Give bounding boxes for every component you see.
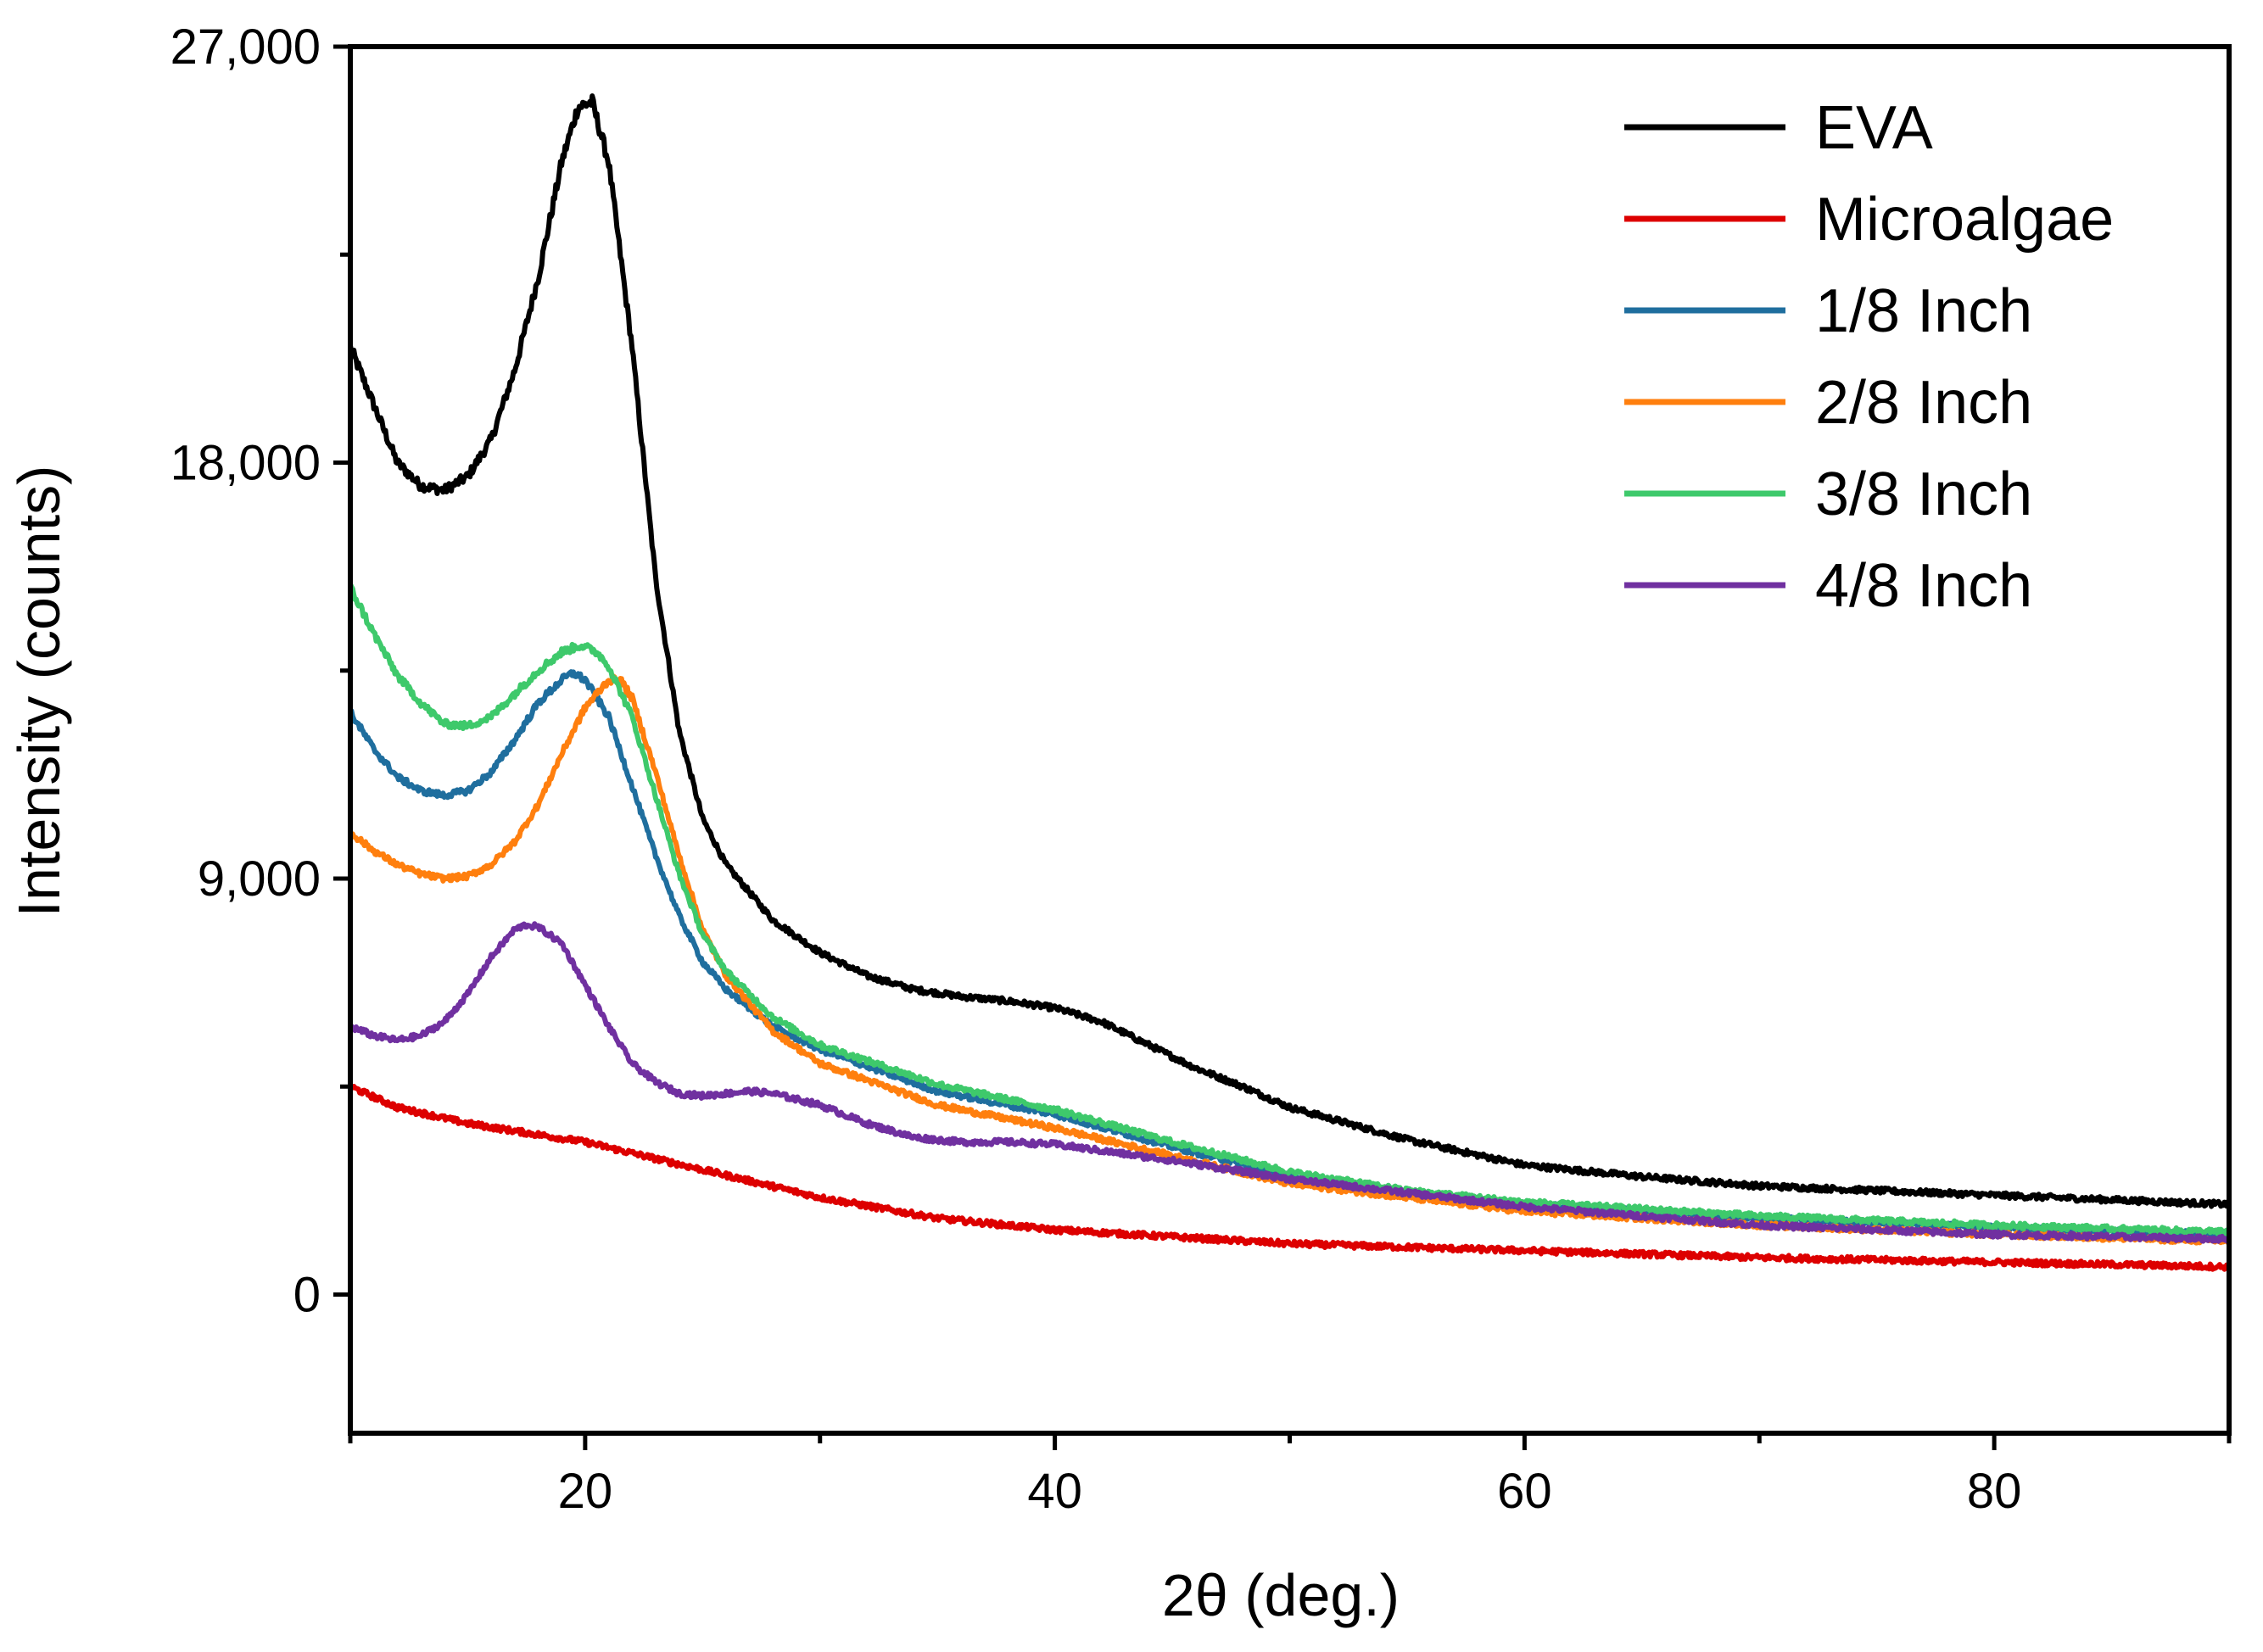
y-tick-label: 27,000 [170, 20, 321, 75]
legend-label-2: 1/8 Inch [1815, 277, 2032, 345]
y-tick-label: 0 [293, 1268, 321, 1323]
y-tick-label: 9,000 [198, 851, 321, 907]
legend-label-0: EVA [1815, 94, 1933, 162]
series-line-microalgae [348, 1084, 2232, 1272]
legend-label-4: 3/8 Inch [1815, 460, 2032, 528]
y-axis-title: Intensity (counts) [6, 466, 72, 918]
legend-label-5: 4/8 Inch [1815, 552, 2032, 620]
x-tick-label: 20 [558, 1464, 613, 1519]
x-tick-label: 80 [1967, 1464, 2022, 1519]
x-axis-title: 2θ (deg.) [1162, 1562, 1400, 1628]
legend-label-3: 2/8 Inch [1815, 369, 2032, 437]
legend-label-1: Microalgae [1815, 186, 2114, 254]
series-line-eva [348, 93, 2232, 1209]
series-line-2-8-inch [348, 673, 2232, 1246]
series-line-3-8-inch [348, 581, 2232, 1237]
x-tick-label: 40 [1027, 1464, 1082, 1519]
x-tick-label: 60 [1497, 1464, 1552, 1519]
y-tick-label: 18,000 [170, 436, 321, 491]
series-line-4-8-inch [348, 921, 2232, 1245]
